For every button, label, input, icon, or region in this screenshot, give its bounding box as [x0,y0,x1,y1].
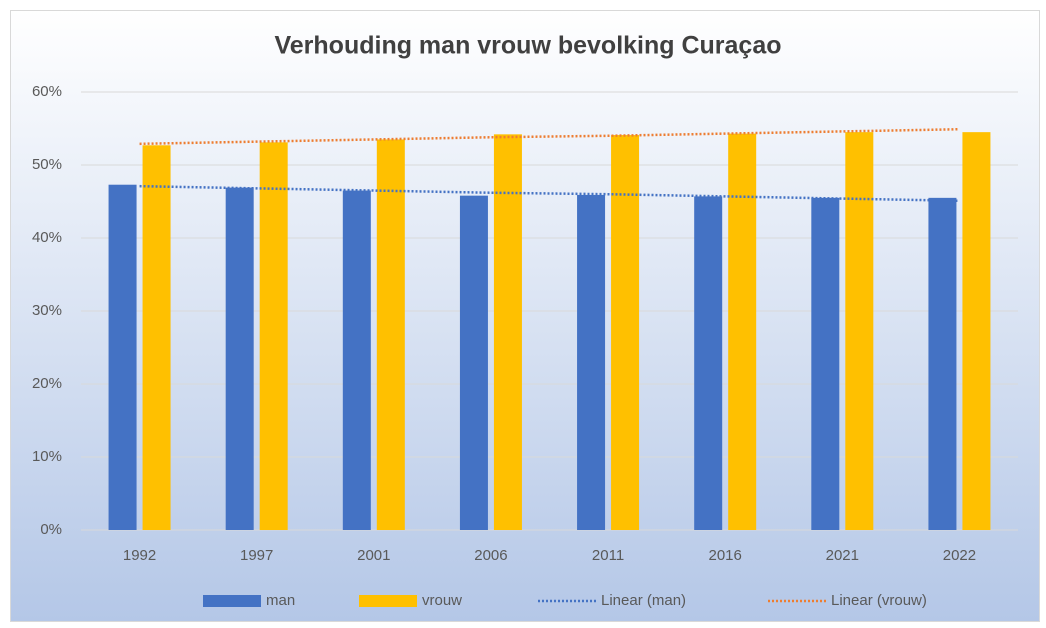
bar [811,197,840,530]
y-tick-label: 10% [32,448,62,465]
x-tick-label: 1997 [240,547,273,564]
bar [259,142,288,530]
bar [225,187,254,530]
bar [108,184,137,530]
bar [694,196,723,530]
bar [459,195,488,530]
x-tick-label: 1992 [123,547,156,564]
trendline [139,184,960,203]
bar [845,132,874,530]
bar [928,197,957,530]
legend-swatch [203,595,261,607]
legend-label: vrouw [422,592,462,609]
bar [376,139,405,530]
x-tick-label: 2021 [826,547,859,564]
x-tick-label: 2001 [357,547,390,564]
y-tick-label: 60% [32,83,62,100]
x-tick-label: 2016 [709,547,742,564]
bar [611,135,640,530]
bar [342,190,371,531]
x-tick-label: 2022 [943,547,976,564]
x-tick-label: 2011 [592,547,624,564]
bar [962,132,991,530]
x-tick-label: 2006 [474,547,507,564]
y-tick-label: 30% [32,302,62,319]
legend-label: man [266,592,295,609]
y-tick-label: 20% [32,375,62,392]
legend-swatch [359,595,417,607]
y-tick-label: 0% [40,521,62,538]
bar [142,145,171,531]
bar [728,133,757,531]
bar [493,134,522,530]
legend-label: Linear (vrouw) [831,592,927,609]
y-tick-label: 40% [32,229,62,246]
chart-title: Verhouding man vrouw bevolking Curaçao [274,32,781,60]
bar [577,194,606,530]
legend-label: Linear (man) [601,592,686,609]
y-tick-label: 50% [32,156,62,173]
trendline [139,127,960,146]
